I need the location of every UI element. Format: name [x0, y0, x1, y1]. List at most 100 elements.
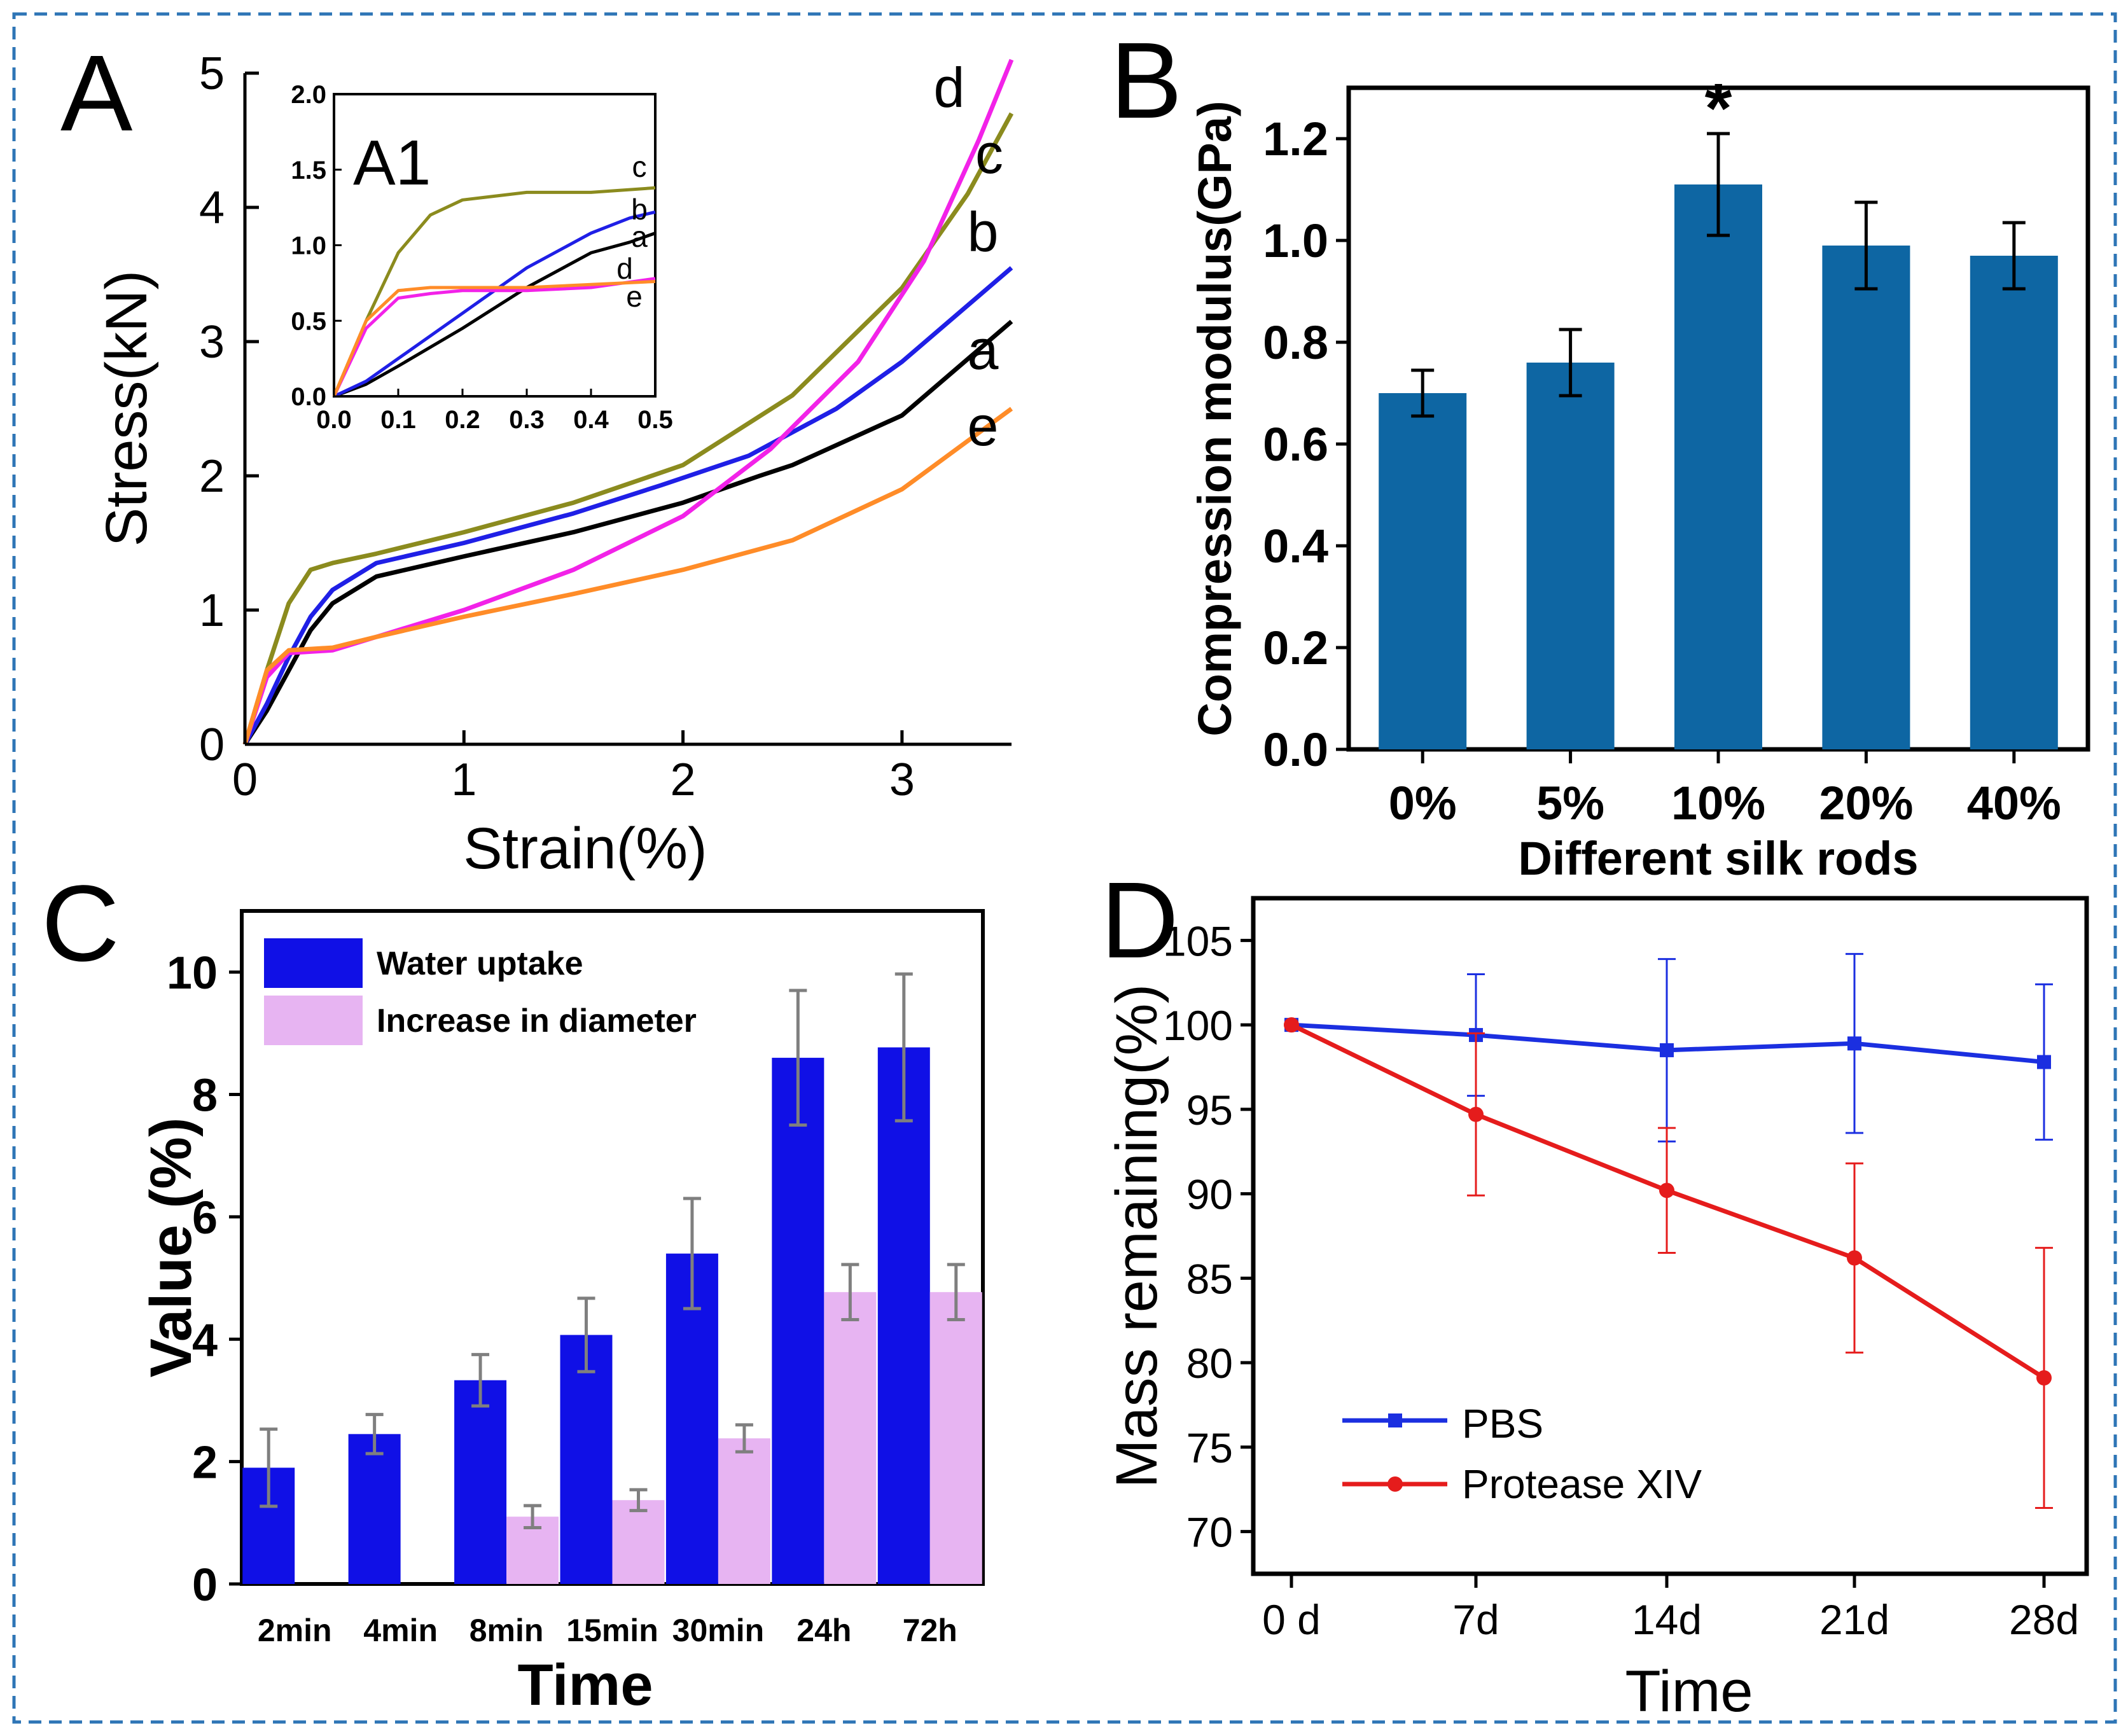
- panel-d-marker-protease-xiv: [1468, 1106, 1484, 1122]
- inset-curve-label-e: e: [626, 280, 643, 313]
- legend-marker-protease-xiv: [1387, 1476, 1403, 1492]
- panel-b-x-axis-title: Different silk rods: [1518, 832, 1918, 885]
- inset-y-tick-label: 2.0: [291, 81, 326, 109]
- panel-b-y-tick-label: 1.2: [1263, 113, 1328, 165]
- panel-c-x-tick-label: 72h: [903, 1613, 957, 1648]
- panel-a-y-tick-label: 0: [199, 719, 225, 770]
- inset-ticks: 0.0 0.1 0.2 0.3 0.4 0.5 0.0 0.5 1.0 1.5 2.0: [291, 81, 672, 434]
- panel-d-y-tick-label: 80: [1186, 1340, 1233, 1387]
- panel-b-significance-marker: *: [1705, 69, 1732, 148]
- panel-c-x-tick-label: 24h: [796, 1613, 851, 1648]
- panel-d-y-tick-label: 105: [1163, 917, 1233, 964]
- panel-c-bar-increase-in-diameter: [612, 1500, 665, 1584]
- panel-d-x-tick-label: 7d: [1452, 1596, 1499, 1643]
- panel-d-marker-pbs: [1847, 1036, 1861, 1051]
- legend-label-protease-xiv: Protease XIV: [1462, 1461, 1702, 1507]
- panel-b-x-tick-label: 0%: [1389, 777, 1457, 830]
- panel-a-curve-label-a: a: [968, 318, 999, 381]
- inset-x-tick-label: 0.2: [445, 406, 480, 434]
- panel-d-line-chart: 0 d 7d 14d 21d 28d 70 75 80 85 90 95 100 105 PBS Pro…: [1104, 896, 2089, 1724]
- inset-x-tick-label: 0.3: [509, 406, 545, 434]
- panel-c-x-tick-label: 30min: [672, 1613, 765, 1648]
- panel-a-x-tick-label: 0: [232, 754, 258, 805]
- inset-curve-d: [332, 277, 656, 398]
- panel-b-x-tick-label: 10%: [1671, 777, 1765, 830]
- panel-d-y-tick-label: 90: [1186, 1171, 1233, 1218]
- panel-c-bar-increase-in-diameter: [929, 1292, 982, 1584]
- panel-c-bar-water-uptake: [772, 1057, 824, 1584]
- legend-label-pbs: PBS: [1462, 1401, 1543, 1447]
- panel-c-ticks: 2min 4min 8min 15min 30min 24h 72h 0 2 4 6 8 10: [167, 948, 957, 1648]
- inset-x-tick-label: 0.4: [573, 406, 609, 434]
- panel-d-marker-protease-xiv: [1847, 1250, 1862, 1266]
- panel-a-x-tick-label: 1: [451, 754, 476, 805]
- inset-curve-label-c: c: [632, 150, 647, 183]
- panel-a-curve-label-d: d: [934, 56, 965, 119]
- panel-b-ticks: 0% 5% 10% 20% 40% 0.0 0.2 0.4 0.6 0.8 1.0 1.2: [1263, 113, 2061, 830]
- inset-x-tick-label: 0.1: [380, 406, 416, 434]
- panel-b-bar-5%: [1526, 363, 1615, 749]
- legend-marker-pbs: [1388, 1413, 1402, 1427]
- panel-b-bar-10%: [1674, 184, 1762, 749]
- panel-b-bar-40%: [1970, 256, 2058, 749]
- panel-b-x-tick-label: 40%: [1967, 777, 2061, 830]
- panel-d-marker-pbs: [1660, 1043, 1674, 1057]
- panel-c-y-axis-title: Value (%): [139, 1117, 204, 1377]
- panel-c-legend: Water uptake Increase in diameter: [264, 938, 697, 1045]
- panel-c-y-tick-label: 10: [167, 948, 218, 999]
- panel-d-marker-protease-xiv: [2036, 1370, 2052, 1386]
- panel-c-bar-water-uptake: [560, 1335, 613, 1584]
- panel-d-marker-pbs: [2037, 1055, 2051, 1069]
- panel-label-b: B: [1110, 20, 1182, 141]
- panel-a-curve-c: [242, 112, 1014, 745]
- panel-b-bars: *: [1379, 69, 2058, 749]
- panel-c-x-tick-label: 15min: [566, 1613, 658, 1648]
- panel-c-x-tick-label: 2min: [258, 1613, 332, 1648]
- panel-a-curve-label-c: c: [975, 122, 1003, 185]
- legend-swatch-water-uptake: [264, 938, 363, 988]
- panel-label-d: D: [1101, 860, 1179, 981]
- panel-a-x-tick-label: 3: [889, 754, 915, 805]
- panel-b-bar-20%: [1822, 246, 1910, 749]
- inset-y-tick-label: 0.5: [291, 307, 326, 335]
- panel-a-ticks: 0 1 2 3 0 1 2 3 4 5: [199, 48, 915, 805]
- panel-d-marker-protease-xiv: [1284, 1017, 1299, 1033]
- panel-d-marker-protease-xiv: [1659, 1183, 1674, 1198]
- inset-curve-label-b: b: [631, 193, 648, 226]
- inset-y-tick-label: 1.5: [291, 156, 326, 184]
- panel-c-x-tick-label: 4min: [363, 1613, 438, 1648]
- panel-a-curve-e: [242, 406, 1013, 745]
- panel-b-y-tick-label: 0.8: [1263, 316, 1328, 369]
- inset-curve-a: [333, 232, 656, 398]
- inset-curve-c: [332, 186, 656, 397]
- panel-d-y-tick-label: 75: [1186, 1424, 1233, 1471]
- legend-label-water-uptake: Water uptake: [377, 945, 583, 982]
- panel-c-bar-water-uptake: [877, 1047, 930, 1584]
- panel-c-y-tick-label: 2: [192, 1438, 218, 1489]
- panel-b-bar-chart: * 0% 5% 10% 20% 40% 0.0 0.2 0.4 0.6 0.8 1.0 1.2 Dif…: [1188, 69, 2090, 885]
- panel-a-y-axis-title: Stress(kN): [94, 270, 159, 546]
- panel-b-x-tick-label: 20%: [1819, 777, 1913, 830]
- panel-b-y-axis-title: Compression modulus(GPa): [1188, 101, 1241, 736]
- panel-d-y-tick-label: 100: [1163, 1002, 1233, 1049]
- panel-d-y-axis-title: Mass remaining(%): [1104, 984, 1169, 1488]
- panel-b-y-tick-label: 1.0: [1263, 214, 1328, 267]
- panel-c-bar-water-uptake: [454, 1380, 507, 1584]
- panel-d-y-tick-label: 70: [1186, 1509, 1233, 1556]
- panel-a-x-axis-title: Strain(%): [463, 816, 707, 881]
- panel-d-y-tick-label: 95: [1186, 1087, 1233, 1134]
- panel-c-y-tick-label: 4: [192, 1315, 218, 1366]
- panel-d-y-tick-label: 85: [1186, 1255, 1233, 1302]
- panel-a-y-tick-label: 2: [199, 451, 225, 502]
- inset-x-tick-label: 0.5: [637, 406, 673, 434]
- inset-y-tick-label: 1.0: [291, 232, 326, 260]
- panel-label-a: A: [60, 33, 133, 154]
- inset-frame: [333, 93, 657, 398]
- panel-d-x-tick-label: 0 d: [1262, 1596, 1321, 1643]
- panel-d-x-tick-label: 28d: [2009, 1596, 2079, 1643]
- legend-swatch-increase-in-diameter: [264, 996, 363, 1045]
- inset-curves: [332, 186, 656, 398]
- panel-c-x-tick-label: 8min: [469, 1613, 544, 1648]
